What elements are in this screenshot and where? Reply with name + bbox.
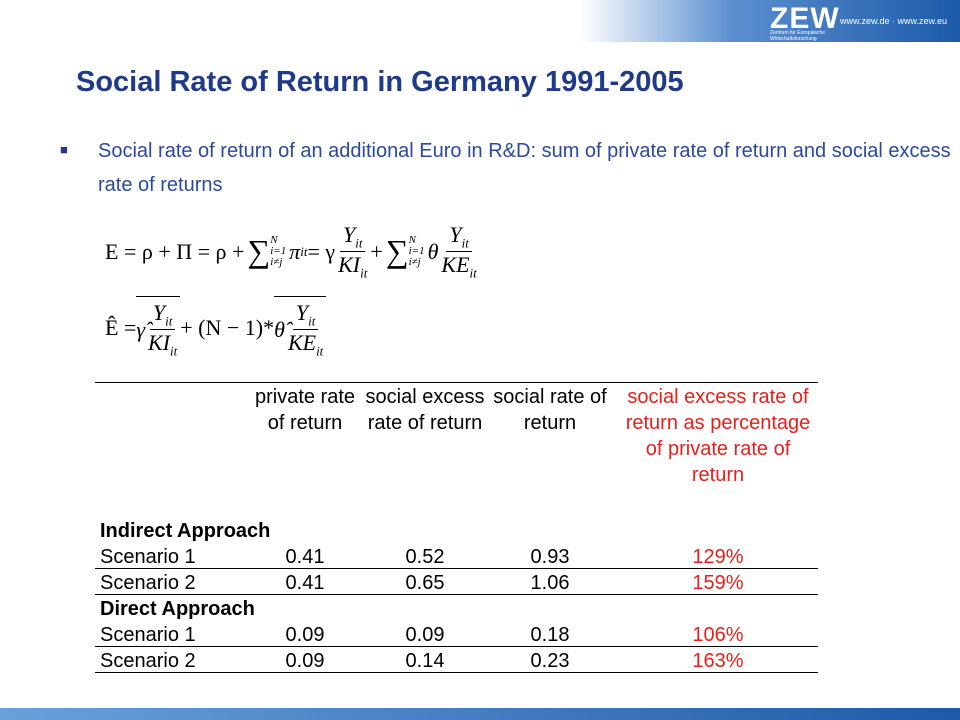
- math: KE: [287, 330, 317, 356]
- math: it: [300, 243, 308, 259]
- column-header: private rate of return: [254, 386, 356, 434]
- math: ∑: [385, 233, 409, 270]
- footer-bar: [0, 708, 960, 720]
- cell: 0.09: [285, 650, 325, 672]
- urls: www.zew.de · www.zew.eu: [840, 16, 948, 26]
- column-header: social excess rate of return as percenta…: [625, 386, 811, 486]
- math: γ̂: [136, 316, 146, 342]
- math: π: [289, 238, 301, 264]
- mean: θ̂ Yit KEit: [274, 296, 327, 360]
- bullet-text: Social rate of return of an additional E…: [98, 140, 951, 196]
- fraction: Yit KIit: [338, 222, 367, 282]
- math: = γ: [307, 238, 336, 264]
- math: it: [170, 343, 178, 359]
- rule: [95, 646, 818, 647]
- cell: 0.93: [530, 546, 570, 568]
- math: i=1: [270, 245, 287, 258]
- math: it: [165, 313, 173, 329]
- math: KE: [441, 252, 470, 278]
- math: i≠j: [408, 256, 421, 269]
- row-label: Scenario 2: [100, 650, 196, 672]
- cell: 0.52: [405, 546, 445, 568]
- rule: [95, 594, 818, 595]
- cell: 0.65: [405, 572, 445, 594]
- math: i≠j: [270, 256, 283, 269]
- math: θ̂: [274, 316, 285, 342]
- math: it: [308, 313, 316, 329]
- cell: 0.23: [530, 650, 570, 672]
- section-header: Direct Approach: [100, 598, 255, 620]
- cell: 106%: [692, 624, 744, 646]
- math: it: [316, 343, 324, 359]
- slide-title: Social Rate of Return in Germany 1991-20…: [76, 66, 684, 98]
- math: Y: [152, 300, 166, 325]
- header-banner: [580, 0, 960, 42]
- rule: [95, 672, 818, 673]
- cell: 0.09: [285, 624, 325, 646]
- math: +: [370, 238, 383, 264]
- math: it: [469, 265, 477, 281]
- fraction: Yit KEit: [288, 300, 323, 360]
- mean: γ̂ Yit KIit: [136, 296, 181, 360]
- logo: ZEW: [770, 2, 840, 35]
- math: KI: [148, 330, 171, 356]
- math: N: [270, 234, 278, 247]
- rule: [95, 568, 818, 569]
- row-label: Scenario 2: [100, 572, 196, 594]
- cell: 0.41: [285, 546, 325, 568]
- fraction: Yit KIit: [148, 300, 177, 360]
- cell: 0.09: [405, 624, 445, 646]
- column-header: social rate of return: [493, 386, 607, 434]
- math: E = ρ + Π = ρ +: [105, 238, 245, 264]
- cell: 159%: [692, 572, 744, 594]
- cell: 163%: [692, 650, 744, 672]
- math: Y: [295, 300, 309, 325]
- row-label: Scenario 1: [100, 624, 196, 646]
- logo-subtitle: Zentrum für Europäische Wirtschaftsforsc…: [770, 30, 826, 48]
- math: it: [360, 265, 368, 281]
- math: Y: [343, 222, 356, 247]
- cell: 129%: [692, 546, 744, 568]
- math: ∑: [247, 233, 271, 270]
- math: θ: [427, 238, 439, 264]
- math: Ê =: [105, 314, 137, 340]
- formula: Ê = γ̂ Yit KIit + (N − 1)* θ̂ Yit KEit: [105, 296, 327, 360]
- math: Y: [449, 222, 462, 247]
- math: it: [461, 235, 469, 251]
- rule: [95, 382, 818, 383]
- row-label: Scenario 1: [100, 546, 196, 568]
- section-header: Indirect Approach: [100, 520, 271, 542]
- cell: 0.14: [405, 650, 445, 672]
- math: KI: [338, 252, 361, 278]
- column-header: social excess rate of return: [365, 386, 485, 434]
- math: + (N − 1)*: [180, 314, 275, 340]
- cell: 1.06: [530, 572, 570, 594]
- cell: 0.41: [285, 572, 325, 594]
- fraction: Yit KEit: [441, 222, 476, 282]
- math: it: [355, 235, 363, 251]
- cell: 0.18: [530, 624, 570, 646]
- math: i=1: [408, 245, 425, 258]
- bullet-marker: ■: [60, 142, 68, 157]
- math: N: [408, 234, 416, 247]
